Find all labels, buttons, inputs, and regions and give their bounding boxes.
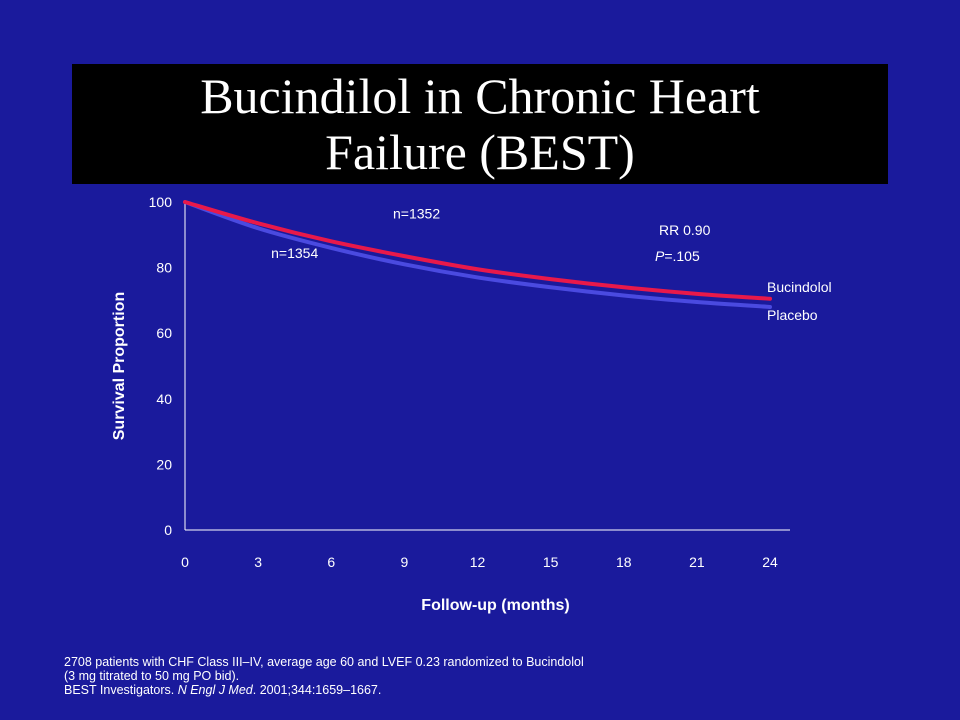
x-axis-title: Follow-up (months) (421, 597, 569, 614)
y-tick-label: 40 (156, 391, 172, 407)
x-tick-label: 9 (400, 554, 408, 570)
x-tick-label: 3 (254, 554, 262, 570)
survival-chart: 0 20 40 60 80 100 0 3 6 9 12 15 18 21 24 Follow-up (mon… (111, 194, 832, 614)
x-tick-label: 15 (543, 554, 559, 570)
series-line-bucindolol (183, 200, 772, 301)
y-tick-label: 60 (156, 325, 172, 341)
series-label-bucindolol: Bucindolol (767, 279, 832, 295)
y-tick-label: 80 (156, 260, 172, 276)
footnote-reference: BEST Investigators. N Engl J Med. 2001;3… (64, 683, 884, 697)
series-label-placebo: Placebo (767, 307, 818, 323)
title-line-1: Bucindilol in Chronic Heart (200, 68, 760, 124)
annotation-0: n=1352 (393, 205, 440, 221)
x-tick-label: 18 (616, 554, 632, 570)
annotation-2: RR 0.90 (659, 222, 711, 238)
footnote-ref-prefix: BEST Investigators. (64, 683, 178, 697)
title-line-2: Failure (BEST) (325, 124, 635, 180)
x-tick-label: 24 (762, 554, 778, 570)
slide-title: Bucindilol in Chronic Heart Failure (BES… (0, 68, 960, 180)
footnote-line-1: 2708 patients with CHF Class III–IV, ave… (64, 655, 584, 669)
y-axis-title: Survival Proportion (111, 292, 128, 440)
footnote-line-2: (3 mg titrated to 50 mg PO bid). (64, 669, 240, 683)
series-line-placebo (183, 200, 772, 309)
title-bar (72, 64, 888, 184)
footnote: 2708 patients with CHF Class III–IV, ave… (64, 655, 884, 697)
x-tick-label: 6 (327, 554, 335, 570)
y-tick-label: 20 (156, 456, 172, 472)
annotation-3: P=.105 (655, 248, 700, 264)
y-tick-label: 100 (149, 194, 173, 210)
y-tick-label: 0 (164, 522, 172, 538)
footnote-ref-suffix: . 2001;344:1659–1667. (252, 683, 382, 697)
x-tick-label: 12 (470, 554, 486, 570)
x-tick-label: 21 (689, 554, 705, 570)
x-tick-label: 0 (181, 554, 189, 570)
annotation-1: n=1354 (271, 245, 318, 261)
footnote-ref-journal: N Engl J Med (177, 683, 253, 697)
